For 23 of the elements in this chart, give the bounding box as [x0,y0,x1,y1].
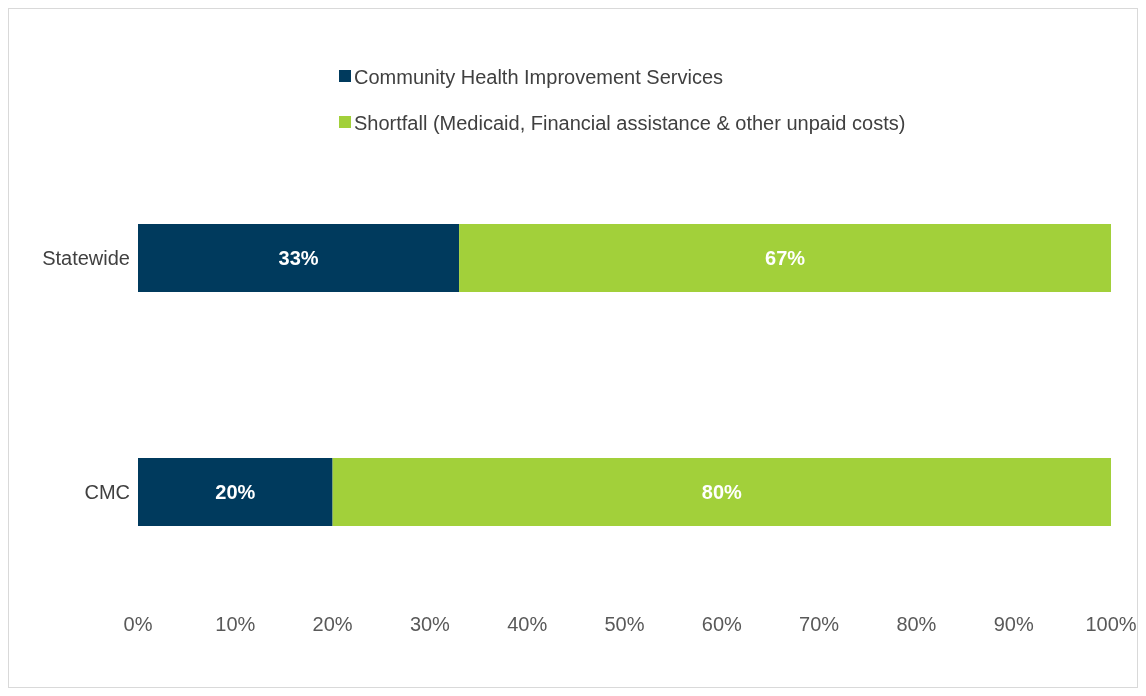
bar [138,224,460,292]
x-tick-label: 90% [993,613,1034,636]
x-tick-label: 20% [312,613,353,636]
x-tick-label: 30% [409,613,451,636]
legend-label: Community Health Improvement Services [354,65,724,90]
x-tick-label: 70% [799,613,840,636]
data-label: 20% [215,481,256,503]
x-tick-label: 40% [507,613,548,636]
data-label: 67% [765,247,806,269]
x-tick-label: 50% [604,613,645,636]
bar [332,458,1111,526]
data-label: 33% [278,247,319,269]
x-tick-label: 0% [123,613,153,636]
data-label: 80% [701,481,743,503]
x-tick-label: 80% [896,613,937,636]
x-tick-label: 60% [701,613,743,636]
x-tick-label: 10% [215,613,256,636]
y-tick-label: Statewide [42,247,130,270]
bar [459,224,1111,292]
x-tick-label: 100% [1085,613,1137,636]
y-tick-label: CMC [84,481,130,504]
legend-label: Shortfall (Medicaid, Financial assistance & other unpaid costs) [354,111,906,136]
bar [138,458,333,526]
